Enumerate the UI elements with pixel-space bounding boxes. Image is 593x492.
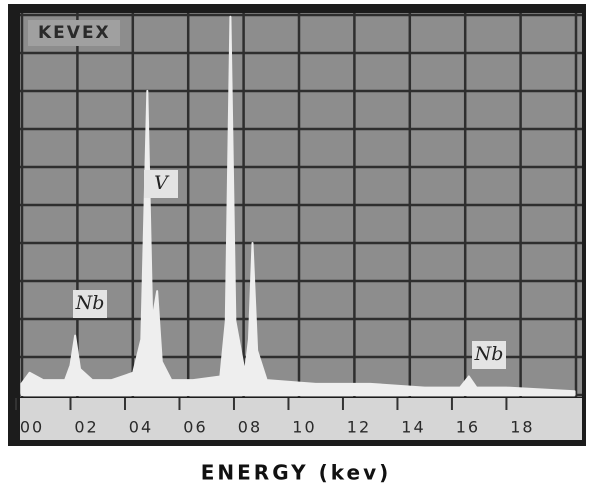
x-axis-label: ENERGY (kev) [201, 461, 392, 485]
x-tick-label: 08 [238, 418, 262, 437]
page: KEVEX ENERGY (kev) 00 02 04 06 08 10 12 14 16 18 N… [0, 0, 593, 492]
x-tick-label: 16 [456, 418, 480, 437]
annotation: Nb [75, 292, 105, 314]
x-tick-label: 00 [20, 418, 44, 437]
annotation: V [154, 172, 170, 194]
annotation: Nb [474, 343, 504, 365]
chart: KEVEX ENERGY (kev) 00 02 04 06 08 10 12 14 16 18 N… [0, 0, 593, 492]
x-tick-label: 14 [401, 418, 425, 437]
chart-title: KEVEX [38, 23, 111, 43]
x-tick-label: 12 [347, 418, 371, 437]
x-tick-label: 02 [74, 418, 98, 437]
x-tick-label: 10 [292, 418, 316, 437]
x-tick-label: 18 [510, 418, 534, 437]
x-tick-label: 06 [183, 418, 207, 437]
x-tick-label: 04 [129, 418, 153, 437]
